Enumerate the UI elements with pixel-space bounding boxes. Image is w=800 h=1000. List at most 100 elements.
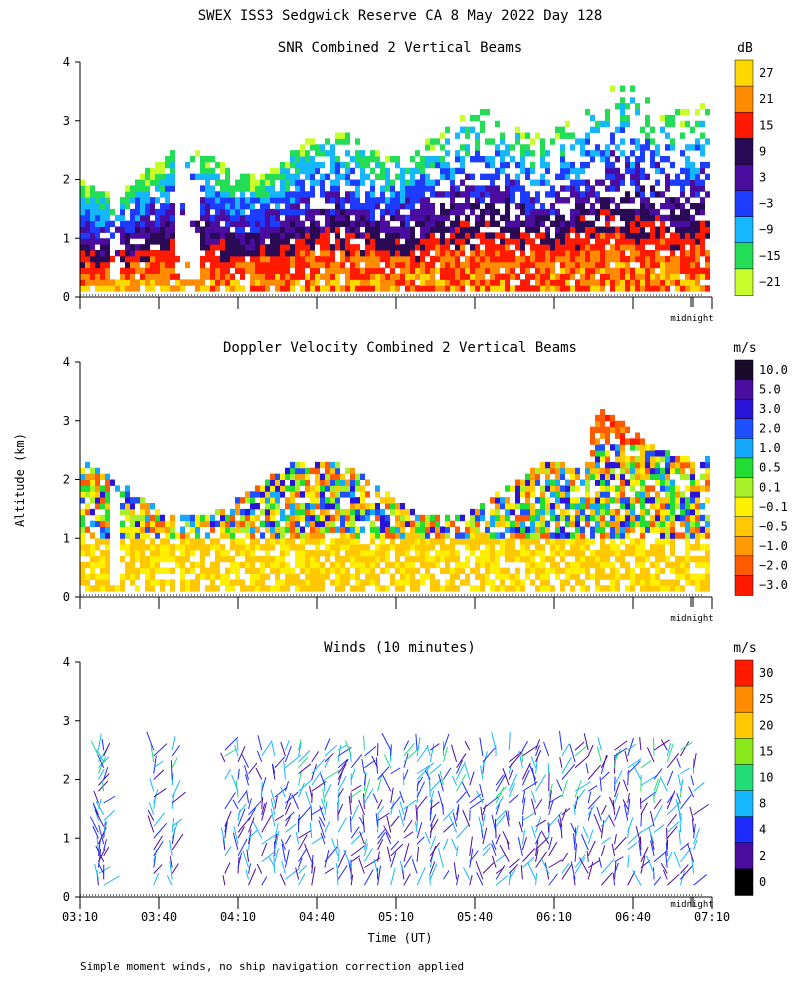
- data-cell: [305, 579, 310, 586]
- data-cell: [325, 567, 330, 574]
- data-cell: [325, 497, 330, 504]
- wind-barb: [530, 798, 537, 815]
- data-cell: [255, 267, 260, 274]
- data-cell: [255, 585, 260, 592]
- data-cell: [80, 544, 85, 551]
- data-cell: [495, 144, 500, 151]
- data-cell: [205, 550, 210, 557]
- data-cell: [625, 197, 630, 204]
- data-cell: [130, 191, 135, 198]
- data-cell: [550, 561, 555, 569]
- wind-barb: [256, 750, 263, 763]
- data-cell: [595, 197, 600, 204]
- data-cell: [540, 156, 545, 163]
- wind-barb: [429, 842, 441, 857]
- data-cell: [595, 120, 600, 128]
- data-cell: [260, 267, 265, 274]
- colorbar-swatch: [734, 59, 754, 87]
- data-cell: [210, 250, 215, 257]
- wind-barb: [587, 791, 592, 804]
- data-cell: [555, 232, 560, 239]
- data-cell: [575, 514, 580, 522]
- data-cell: [335, 538, 340, 545]
- data-cell: [655, 508, 660, 516]
- data-cell: [680, 167, 685, 175]
- data-cell: [105, 473, 110, 480]
- data-cell: [430, 185, 435, 192]
- data-cell: [595, 520, 600, 527]
- data-cell: [130, 214, 135, 222]
- data-cell: [315, 538, 320, 545]
- data-cell: [300, 491, 305, 498]
- data-cell: [85, 461, 90, 469]
- data-cell: [360, 544, 365, 551]
- data-cell: [475, 585, 480, 592]
- data-cell: [615, 279, 620, 286]
- data-cell: [420, 267, 425, 274]
- data-cell: [445, 279, 450, 286]
- data-cell: [480, 503, 485, 510]
- data-cell: [600, 555, 605, 563]
- data-cell: [395, 279, 400, 286]
- data-cell: [600, 238, 605, 245]
- data-cell: [450, 226, 455, 233]
- data-cell: [335, 573, 340, 580]
- data-cell: [170, 179, 175, 186]
- data-cell: [315, 497, 320, 504]
- data-cell: [335, 179, 340, 186]
- data-cell: [645, 555, 650, 563]
- data-cell: [570, 573, 575, 580]
- data-cell: [310, 232, 315, 239]
- data-cell: [625, 573, 630, 580]
- data-cell: [645, 450, 650, 457]
- data-cell: [245, 220, 250, 227]
- data-cell: [355, 497, 360, 504]
- data-cell: [690, 544, 695, 551]
- data-cell: [190, 567, 195, 574]
- data-cell: [80, 273, 85, 280]
- data-cell: [215, 285, 220, 292]
- data-cell: [375, 579, 380, 586]
- data-cell: [615, 179, 620, 186]
- wind-barb: [337, 788, 344, 798]
- wind-barb: [298, 763, 312, 775]
- data-cell: [585, 261, 590, 269]
- data-cell: [575, 279, 580, 286]
- data-cell: [285, 220, 290, 227]
- wind-barb: [614, 862, 619, 874]
- data-cell: [225, 555, 230, 563]
- data-cell: [585, 179, 590, 186]
- wind-barb: [508, 868, 517, 880]
- data-cell: [480, 532, 485, 539]
- data-cell: [310, 273, 315, 280]
- data-cell: [700, 167, 705, 175]
- data-cell: [120, 255, 125, 263]
- wind-barb: [403, 806, 408, 821]
- data-cell: [460, 561, 465, 569]
- data-cell: [690, 255, 695, 263]
- wind-barb: [461, 781, 471, 798]
- data-cell: [200, 273, 205, 280]
- data-cell: [470, 126, 475, 133]
- data-cell: [210, 261, 215, 269]
- data-cell: [130, 526, 135, 533]
- data-cell: [620, 450, 625, 457]
- data-cell: [80, 491, 85, 498]
- data-cell: [290, 250, 295, 257]
- data-cell: [215, 238, 220, 245]
- data-cell: [250, 508, 255, 516]
- wind-barb: [147, 809, 155, 821]
- data-cell: [140, 267, 145, 274]
- data-cell: [265, 279, 270, 286]
- data-cell: [160, 191, 165, 198]
- data-cell: [695, 573, 700, 580]
- data-cell: [290, 461, 295, 469]
- data-cell: [580, 503, 585, 510]
- data-cell: [150, 255, 155, 263]
- data-cell: [560, 538, 565, 545]
- data-cell: [295, 267, 300, 274]
- data-cell: [560, 220, 565, 227]
- data-cell: [490, 156, 495, 163]
- data-cell: [415, 514, 420, 522]
- data-cell: [605, 114, 610, 122]
